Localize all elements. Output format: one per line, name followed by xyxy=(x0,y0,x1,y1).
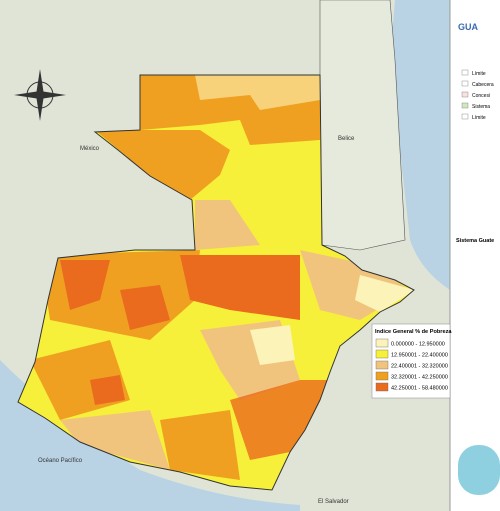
sea xyxy=(0,360,300,511)
legend-swatch xyxy=(375,338,389,348)
panel-swatch xyxy=(461,69,469,76)
panel-swatch xyxy=(461,91,469,98)
panel-item: Cabecera xyxy=(472,82,494,88)
sea xyxy=(390,0,450,290)
panel-swatch xyxy=(461,80,469,87)
legend-swatch xyxy=(375,382,389,392)
legend-label: 12.950001 - 22.400000 xyxy=(391,353,448,359)
panel-item: Concesi xyxy=(472,93,490,99)
panel-heading: Sistema Guate xyxy=(456,238,494,244)
panel-item: Sistema xyxy=(472,104,490,110)
belize-land xyxy=(319,0,406,251)
legend-swatch xyxy=(375,371,389,381)
panel-item: Límite xyxy=(472,115,486,121)
legend-label: 22.400001 - 32.320000 xyxy=(391,364,448,370)
legend-title: Indice General % de Pobreza xyxy=(375,329,452,335)
legend-label: 32.320001 - 42.250000 xyxy=(391,375,448,381)
panel-swatch xyxy=(461,102,469,109)
globe xyxy=(458,445,500,495)
panel-swatch xyxy=(461,113,469,120)
legend-swatch xyxy=(375,360,389,370)
place-label: El Salvador xyxy=(318,499,349,505)
legend-swatch xyxy=(375,349,389,359)
legend-label: 42.250001 - 58.480000 xyxy=(391,386,448,392)
place-label: Océano Pacífico xyxy=(38,458,83,464)
border xyxy=(17,74,415,491)
place-label: Belice xyxy=(338,136,355,142)
logo: GUA xyxy=(458,22,479,32)
panel xyxy=(450,0,500,511)
compass xyxy=(14,69,66,121)
legend-label: 0.000000 - 12.950000 xyxy=(391,342,445,348)
panel-item: Límite xyxy=(472,71,486,77)
place-label: México xyxy=(80,146,100,152)
